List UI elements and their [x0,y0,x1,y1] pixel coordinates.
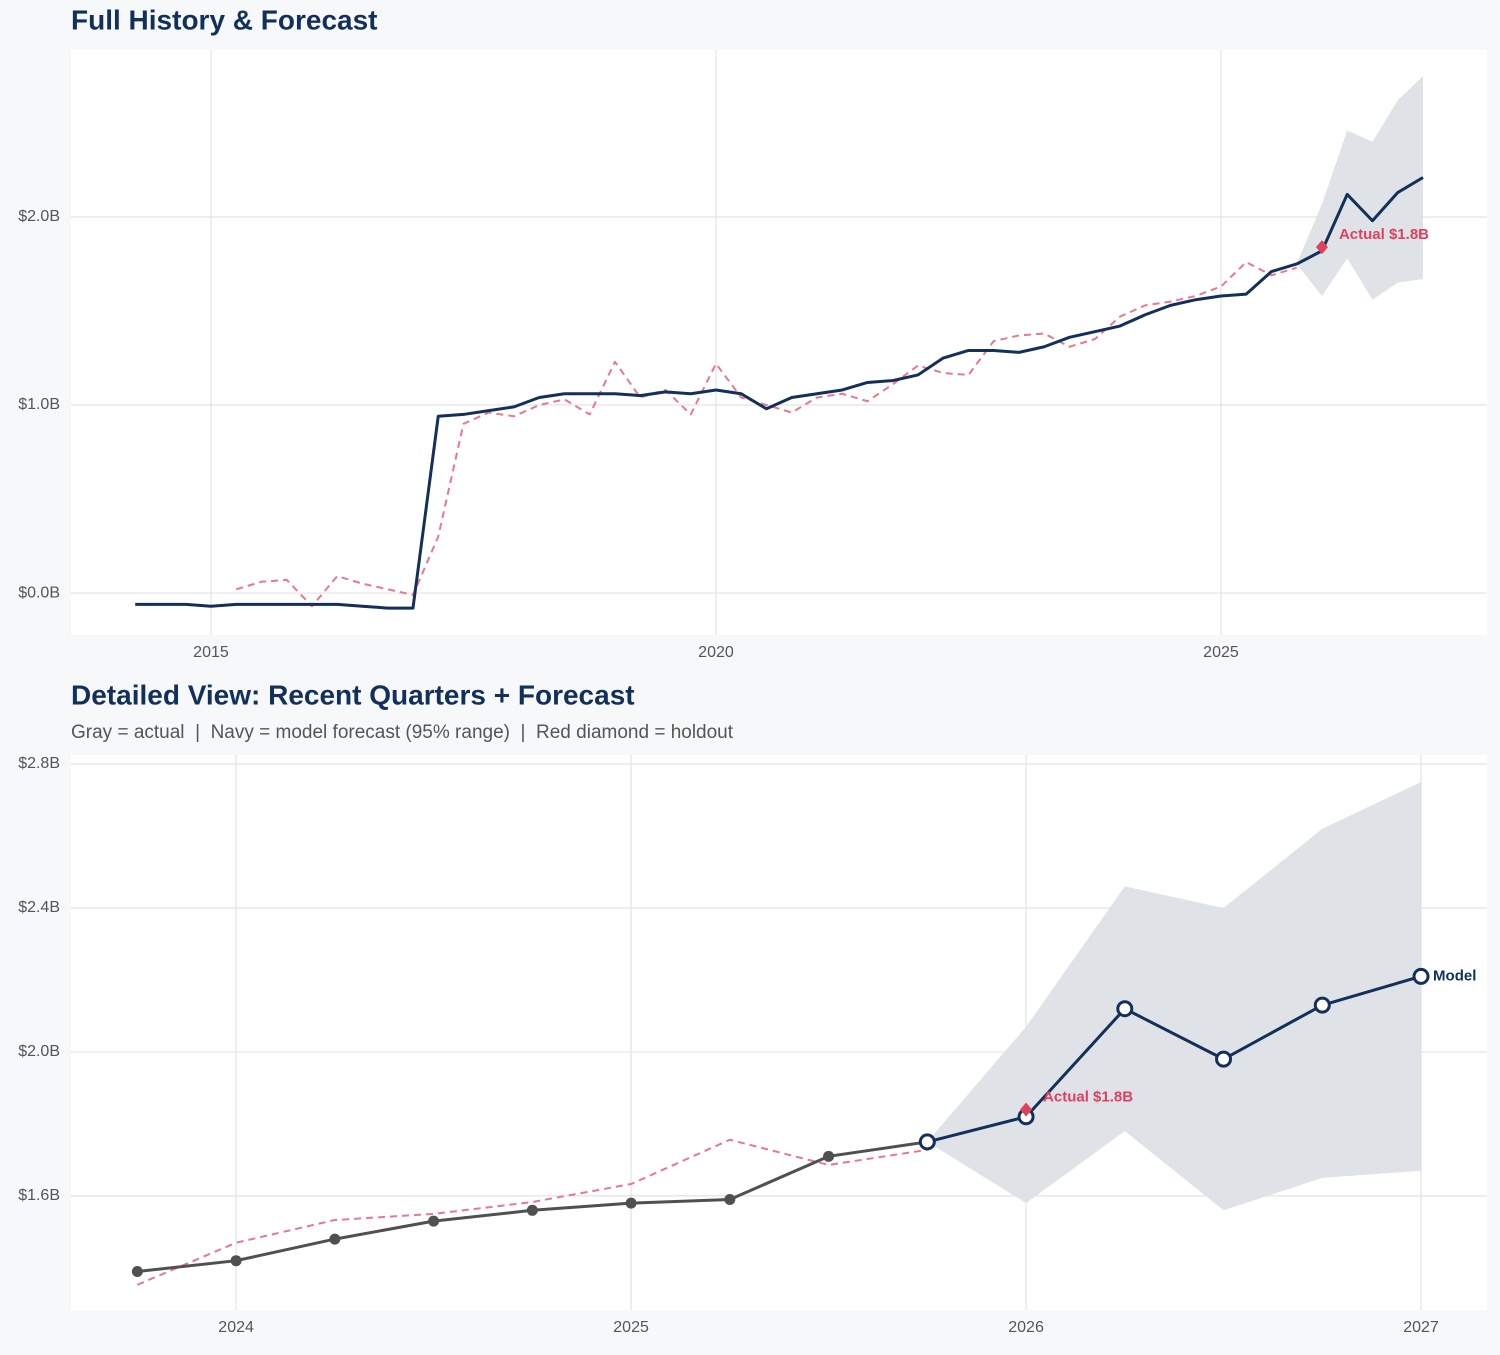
holdout-label: Actual $1.8B [1043,1088,1133,1105]
point [1116,1000,1134,1018]
x-tick-label: 2027 [1403,1319,1439,1336]
point [230,1255,242,1267]
holdout-marker [1020,1102,1033,1117]
x-tick-label: 2024 [218,1319,254,1336]
forecast-band [1296,75,1423,300]
x-tick-label: 2020 [698,644,734,661]
holdout-label: Actual $1.8B [1339,226,1429,243]
point [724,1194,736,1206]
point [1313,996,1331,1014]
point [131,1265,143,1277]
point [625,1197,637,1209]
x-tick-label: 2015 [193,644,229,661]
point [428,1215,440,1227]
end-label: Model [1433,967,1476,984]
y-tick-label: $1.0B [18,396,60,413]
x-tick-label: 2026 [1008,1319,1044,1336]
series-line [135,176,1424,610]
holdout-marker [1315,240,1328,255]
point [918,1133,936,1151]
chart-title: Detailed View: Recent Quarters + Forecas… [71,679,635,710]
y-tick-label: $2.4B [18,899,60,916]
series-line [926,974,1422,1144]
y-tick-label: $1.6B [18,1187,60,1204]
point [1215,1050,1233,1068]
y-tick-label: $0.0B [18,584,60,601]
plot-area [71,50,1487,635]
x-tick-label: 2025 [613,1319,649,1336]
forecast-band [927,781,1422,1211]
point [1412,967,1430,985]
y-tick-label: $2.0B [18,1043,60,1060]
point [329,1233,341,1245]
x-tick-label: 2025 [1203,644,1239,661]
point [823,1150,835,1162]
y-tick-label: $2.0B [18,208,60,225]
fitted-line [235,261,1298,608]
chart-title: Full History & Forecast [71,4,378,35]
chart-subtitle: Gray = actual | Navy = model forecast (9… [71,722,734,743]
y-tick-label: $2.8B [18,755,60,772]
point [526,1204,538,1216]
